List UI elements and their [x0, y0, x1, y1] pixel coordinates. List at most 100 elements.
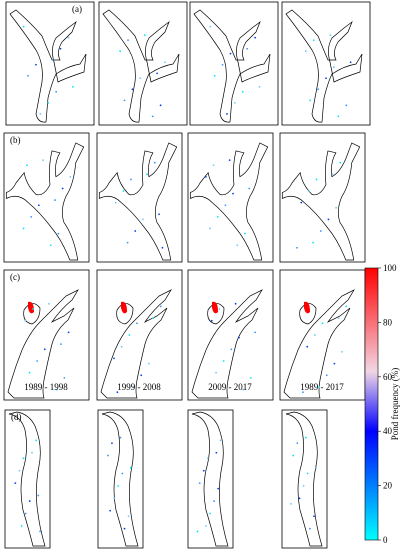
- pond-dot: [127, 515, 130, 518]
- pond-dot: [60, 343, 62, 345]
- pond-dot: [22, 457, 25, 460]
- pond-dot: [121, 472, 124, 475]
- pond-dot: [43, 348, 46, 351]
- colorbar-tick-label: 60: [383, 372, 393, 382]
- map-frame: [4, 409, 51, 549]
- pond-dot: [127, 39, 129, 42]
- pond-dot: [213, 500, 216, 502]
- pond-dot: [202, 469, 205, 472]
- river-outline: [101, 411, 139, 547]
- pond-dot: [308, 190, 310, 192]
- colorbar-tick-label: 20: [383, 481, 393, 491]
- pond-dot: [349, 61, 352, 64]
- pond-dot: [345, 104, 348, 107]
- map-frame: [187, 409, 234, 549]
- pond-dot: [333, 362, 336, 365]
- pond-dot: [218, 308, 221, 310]
- pond-dot: [228, 159, 231, 161]
- pond-dot: [22, 25, 25, 28]
- pond-dot: [312, 39, 315, 42]
- pond-dot: [22, 227, 25, 230]
- pond-dot: [24, 319, 27, 322]
- pond-dot: [300, 201, 303, 204]
- pond-dot: [302, 485, 305, 487]
- pond-dot: [250, 377, 252, 379]
- map-frame: [3, 269, 90, 401]
- pond-dot: [113, 357, 115, 360]
- pond-dot: [120, 345, 123, 348]
- pond-dot: [241, 90, 244, 93]
- pond-dot: [111, 442, 113, 445]
- pond-dot: [327, 218, 330, 221]
- pond-dot: [309, 527, 311, 530]
- pond-dot: [226, 113, 228, 115]
- pond-dot: [63, 377, 66, 379]
- pond-dot: [339, 161, 342, 164]
- pond-dot: [321, 322, 324, 325]
- pond-dot: [143, 34, 146, 37]
- pond-dot: [54, 199, 56, 201]
- pond-dot: [164, 61, 166, 64]
- colorbar-label: Pond frequency (%): [390, 368, 400, 440]
- pond-dot: [306, 345, 309, 348]
- pond-dot: [151, 115, 154, 118]
- pond-dot: [27, 74, 29, 77]
- river-outline: [193, 9, 271, 123]
- pond-dot: [298, 497, 301, 500]
- pond-dot: [313, 334, 316, 336]
- river-outline: [281, 142, 361, 261]
- pond-dot: [196, 530, 199, 533]
- pond-dot: [61, 187, 64, 190]
- colorbar-tick-label: 80: [383, 317, 393, 327]
- pond-dot: [236, 244, 239, 247]
- pond-dot: [67, 36, 70, 39]
- period-label: 1999 - 2008: [117, 382, 161, 392]
- pond-dot: [119, 50, 122, 53]
- pond-dot: [140, 374, 143, 377]
- pond-dot: [329, 34, 332, 37]
- pond-dot: [198, 482, 201, 485]
- map-frame: [281, 409, 328, 549]
- pond-dot: [248, 187, 251, 190]
- panel-label: (d): [11, 412, 22, 422]
- pond-dot: [31, 451, 33, 454]
- pond-dot: [122, 190, 125, 192]
- pond-dot: [51, 58, 54, 61]
- pond-dot: [238, 336, 240, 339]
- map-frame: [96, 132, 183, 263]
- pond-dot: [309, 99, 312, 102]
- pond-dot: [39, 530, 41, 533]
- pond-dot: [325, 374, 328, 377]
- pond-dot: [335, 206, 337, 209]
- pond-dot: [158, 213, 160, 216]
- pond-dot: [32, 308, 34, 310]
- pond-dot: [136, 322, 138, 325]
- pond-dot: [302, 391, 304, 394]
- pond-dot: [306, 472, 309, 475]
- pond-dot: [117, 485, 120, 487]
- pond-dot: [153, 161, 156, 164]
- map-frame: [187, 132, 274, 263]
- river-outline: [98, 142, 178, 261]
- pond-dot: [215, 371, 217, 374]
- pond-dot: [123, 99, 126, 102]
- map-frame: [97, 409, 144, 549]
- pond-dot: [242, 388, 245, 391]
- pond-dot: [42, 159, 44, 161]
- pond-dot: [131, 88, 134, 91]
- period-label: 1989 - 2017: [300, 382, 344, 392]
- colorbar-tick-label: 100: [383, 263, 397, 273]
- pond-dot: [290, 502, 292, 505]
- map-frame: [98, 1, 188, 126]
- pond-dot: [345, 305, 348, 308]
- pond-dot: [159, 305, 162, 308]
- pond-dot: [139, 77, 142, 80]
- river-outline: [285, 9, 363, 123]
- pond-dot: [296, 442, 299, 445]
- pond-dot: [337, 317, 340, 319]
- pond-dot: [35, 439, 37, 442]
- pond-dot: [126, 241, 129, 244]
- pond-dot: [24, 512, 27, 515]
- pond-dot: [292, 454, 295, 457]
- pond-dot: [18, 469, 21, 472]
